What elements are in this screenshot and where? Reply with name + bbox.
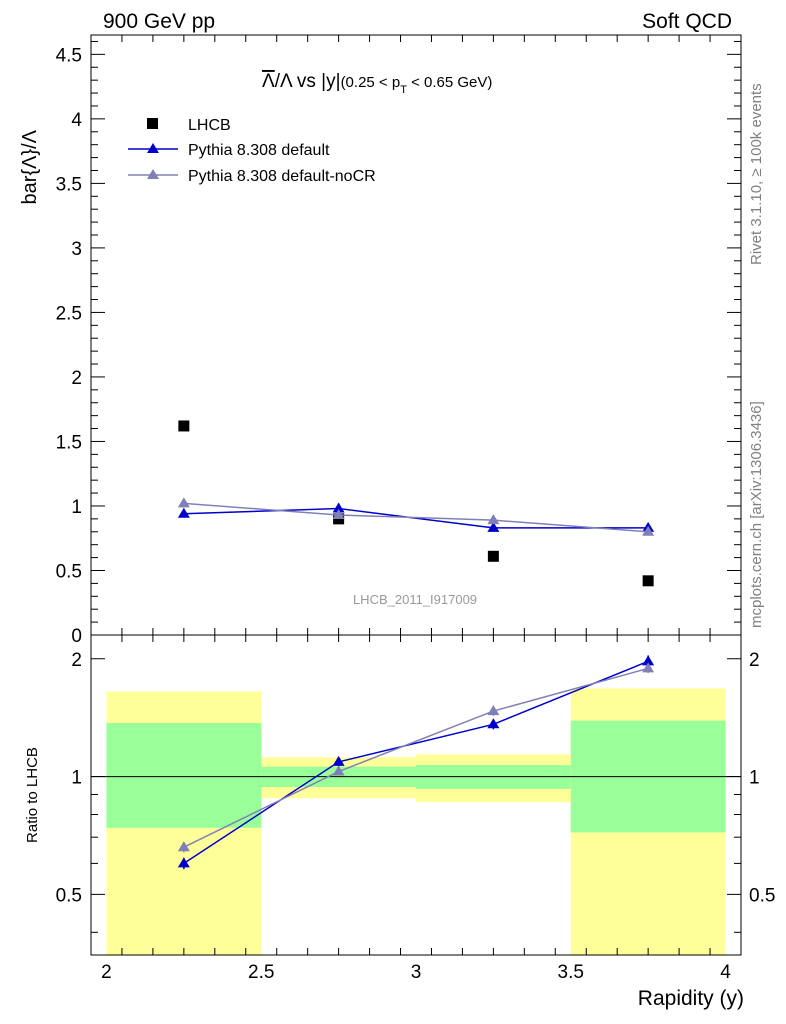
main-y-tick-label: 2.5 bbox=[56, 303, 82, 324]
ratio-y-tick-label: 1 bbox=[71, 768, 82, 789]
legend-label-lhcb: LHCB bbox=[188, 117, 231, 134]
legend-label-default: Pythia 8.308 default bbox=[188, 142, 330, 159]
main-data-point-lhcb bbox=[642, 575, 654, 587]
main-y-label: bar{Λ}/Λ bbox=[19, 129, 41, 204]
ratio-data-point-1 bbox=[487, 705, 500, 716]
ratio-data-point-0 bbox=[177, 857, 190, 868]
main-data-point-1 bbox=[487, 521, 500, 532]
rivet-label: Rivet 3.1.10, ≥ 100k events bbox=[748, 83, 765, 265]
mcplots-label: mcplots.cern.ch [arXiv:1306.3436] bbox=[748, 401, 765, 628]
analysis-id: LHCB_2011_I917009 bbox=[353, 592, 477, 607]
ratio-y-tick-label: 0.5 bbox=[56, 885, 82, 906]
header-left: 900 GeV pp bbox=[103, 10, 215, 33]
main-y-tick-label: 4.5 bbox=[56, 45, 82, 66]
title-cut-close: < 0.65 GeV) bbox=[407, 74, 492, 91]
main-data-point-2 bbox=[332, 509, 345, 519]
ratio-data-point-1 bbox=[332, 765, 345, 776]
title-lambda-bar: Λ bbox=[262, 71, 275, 92]
legend-marker-default bbox=[147, 143, 159, 153]
title-cut-sub: T bbox=[400, 84, 407, 96]
main-y-tick-label: 3 bbox=[71, 239, 82, 260]
ratio-band-inner bbox=[106, 723, 262, 828]
x-tick-label: 2.5 bbox=[248, 962, 274, 983]
main-y-tick-label: 2 bbox=[71, 368, 82, 389]
ratio-y-tick-label-right: 0.5 bbox=[749, 885, 775, 906]
legend-marker-lhcb bbox=[147, 118, 158, 129]
main-data-point-2 bbox=[487, 514, 500, 525]
title-middle: /Λ vs |y| bbox=[275, 71, 341, 92]
x-tick-label: 2 bbox=[101, 962, 112, 983]
main-y-tick-label: 3.5 bbox=[56, 174, 82, 195]
main-title: Λ/Λ vs |y|(0.25 < pT < 0.65 GeV) bbox=[262, 71, 492, 96]
ratio-data-point-1 bbox=[642, 662, 655, 673]
main-data-point-lhcb bbox=[178, 420, 190, 432]
ratio-plot-frame bbox=[90, 634, 742, 956]
legend-marker-nocr bbox=[147, 169, 159, 179]
ratio-y-label: Ratio to LHCB bbox=[24, 747, 41, 843]
main-series-line-2 bbox=[183, 502, 649, 533]
main-y-tick-label: 1 bbox=[71, 497, 82, 518]
ratio-series-line-0 bbox=[183, 660, 649, 865]
ratio-y-tick-label-right: 2 bbox=[749, 650, 760, 671]
ratio-y-tick-label: 2 bbox=[71, 650, 82, 671]
ratio-y-tick-label-right: 1 bbox=[749, 768, 760, 789]
ratio-plot-panel: 0.5 0.5 1 1 2 2 2 2.5 3 3.5 4 Ratio to LHCB Rapidi… bbox=[24, 634, 775, 1010]
ratio-data-point-0 bbox=[642, 655, 655, 666]
legend: LHCB Pythia 8.308 default Pythia 8.308 d… bbox=[128, 117, 376, 185]
main-data-point-1 bbox=[177, 507, 190, 518]
x-tick-label: 4 bbox=[720, 962, 731, 983]
x-tick-label: 3 bbox=[411, 962, 422, 983]
title-cut-open: (0.25 < p bbox=[341, 74, 401, 91]
main-data-point-1 bbox=[332, 502, 345, 513]
main-y-tick-label: 1.5 bbox=[56, 432, 82, 453]
legend-label-nocr: Pythia 8.308 default-noCR bbox=[188, 168, 376, 185]
ratio-data-point-0 bbox=[487, 718, 500, 729]
ratio-series-line-1 bbox=[183, 667, 649, 848]
main-y-tick-label: 4 bbox=[71, 110, 82, 131]
x-axis-label: Rapidity (y) bbox=[638, 987, 744, 1010]
main-data-point-2 bbox=[177, 497, 190, 508]
header-right: Soft QCD bbox=[642, 10, 732, 33]
ratio-data-point-0 bbox=[332, 755, 345, 766]
x-tick-label: 3.5 bbox=[558, 962, 584, 983]
main-y-tick-label: 0.5 bbox=[56, 561, 82, 582]
main-y-tick-label: 0 bbox=[71, 626, 82, 647]
ratio-data-point-1 bbox=[177, 841, 190, 852]
main-data-point-lhcb bbox=[487, 550, 499, 562]
main-data-point-2 bbox=[642, 525, 655, 536]
main-plot-panel: 0 0.5 1 1.5 2 2.5 3 3.5 4 4.5 Λ/Λ vs |y|(0.25 < p… bbox=[19, 34, 742, 647]
